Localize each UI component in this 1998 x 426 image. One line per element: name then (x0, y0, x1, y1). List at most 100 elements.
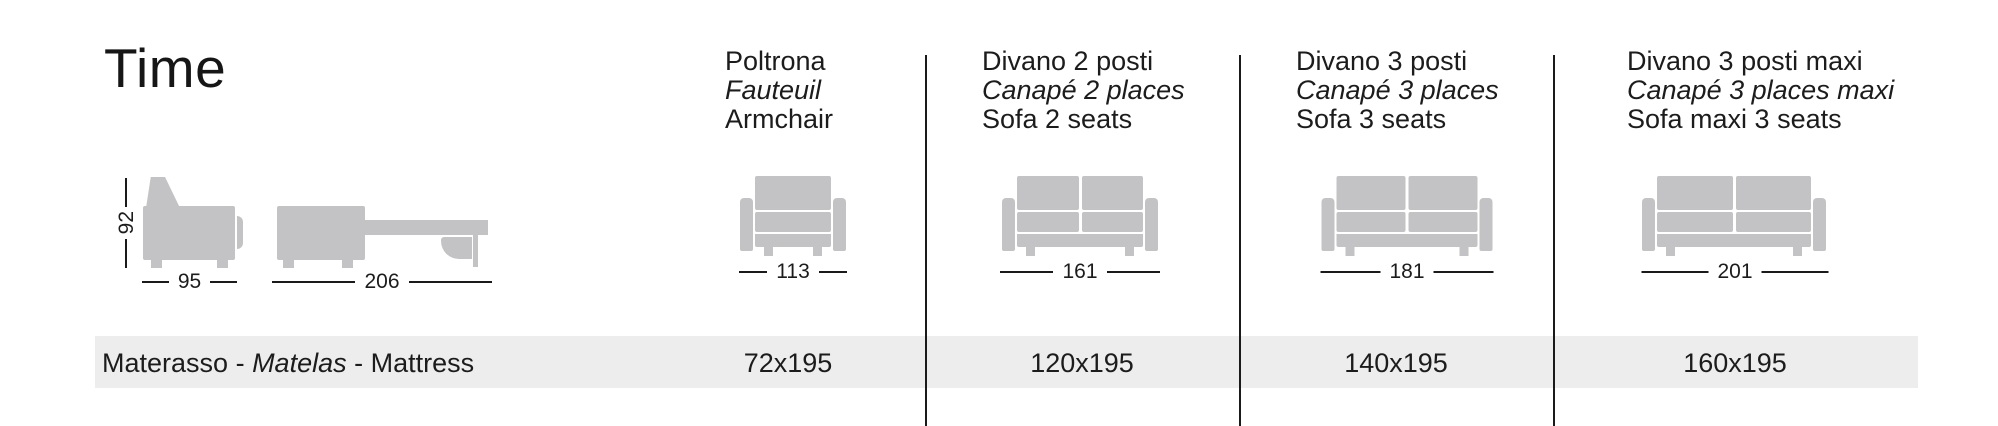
width-dimension-sofa-3-seats: 181 (1320, 260, 1494, 283)
column-header-armchair: Poltrona Fauteuil Armchair (725, 47, 833, 134)
mattress-label-french: Matelas (252, 348, 347, 378)
width-dimension-armchair: 113 (739, 260, 848, 283)
mattress-label-english: Mattress (370, 348, 475, 378)
foot-shape (151, 260, 162, 268)
name-french: Canapé 3 places maxi (1627, 75, 1895, 105)
dimension-line (142, 281, 169, 283)
depth-value: 206 (364, 270, 400, 293)
dimension-line (125, 178, 127, 208)
arm-shape (1002, 198, 1015, 251)
width-value: 113 (776, 260, 810, 283)
foot-shape (1345, 247, 1355, 256)
dimension-line (739, 271, 768, 273)
arm-shape (1479, 198, 1493, 251)
foot-shape (217, 260, 228, 268)
name-english: Sofa 3 seats (1296, 104, 1447, 134)
back-cushion-shape (755, 176, 831, 210)
seat-cushion-shape (1657, 212, 1733, 232)
mattress-size-armchair: 72x195 (743, 348, 833, 378)
name-french: Canapé 3 places (1296, 75, 1499, 105)
sofa-3-maxi-front-icon (1642, 176, 1826, 256)
column-divider-2 (1239, 55, 1241, 426)
back-cushion-shape (1408, 176, 1478, 210)
separator: - (228, 348, 253, 378)
armchair-front-icon (740, 176, 846, 256)
seat-cushion-shape (1408, 212, 1478, 232)
depth-value: 95 (177, 270, 202, 293)
name-english: Armchair (725, 104, 834, 134)
back-cushion-shape (1081, 176, 1143, 210)
name-italian: Poltrona (725, 46, 826, 76)
column-divider-3 (1553, 55, 1555, 426)
dimension-line (272, 281, 356, 283)
mattress-size-sofa-2-seats: 120x195 (1030, 348, 1134, 378)
backrest-shape (146, 177, 180, 208)
base-shape (1657, 234, 1811, 247)
name-italian: Divano 3 posti maxi (1627, 46, 1863, 76)
bed-support-shape (441, 237, 472, 259)
dimension-line (1106, 271, 1161, 273)
seat-cushion-shape (1336, 212, 1406, 232)
foot-shape (1793, 247, 1802, 256)
cushion-edge-shape (237, 216, 243, 249)
dimension-line (1000, 271, 1054, 273)
foot-shape (342, 260, 353, 268)
body-shape (143, 206, 235, 260)
foot-shape (764, 247, 773, 256)
mattress-size-sofa-3-maxi: 160x195 (1683, 348, 1787, 378)
foot-shape (1459, 247, 1469, 256)
page-title: Time (104, 37, 227, 99)
seat-cushion-shape (1735, 212, 1811, 232)
column-header-sofa-3-maxi: Divano 3 posti maxi Canapé 3 places maxi… (1627, 47, 1894, 134)
dimension-line (210, 281, 238, 283)
arm-shape (833, 198, 846, 251)
sofa-2-seats-front-icon (1002, 176, 1158, 256)
mattress-size-sofa-3-seats: 140x195 (1344, 348, 1448, 378)
dimension-line (1433, 271, 1494, 273)
dimension-line (1761, 271, 1829, 273)
base-shape (1017, 234, 1143, 247)
seat-cushion-shape (1081, 212, 1143, 232)
column-header-sofa-2-seats: Divano 2 posti Canapé 2 places Sofa 2 se… (982, 47, 1185, 134)
name-italian: Divano 3 posti (1296, 46, 1468, 76)
body-shape (277, 206, 365, 260)
name-english: Sofa 2 seats (982, 104, 1133, 134)
mattress-row-band (95, 336, 1918, 388)
bed-platform-shape (365, 220, 488, 235)
foot-shape (1666, 247, 1675, 256)
dimension-line (818, 271, 848, 273)
arm-shape (1321, 198, 1335, 251)
width-dimension-sofa-2-seats: 161 (1000, 260, 1161, 283)
seat-cushion-shape (1017, 212, 1079, 232)
depth-dimension-closed: 95 (142, 270, 238, 293)
bed-leg-shape (473, 235, 478, 267)
back-cushion-shape (1017, 176, 1079, 210)
back-cushion-shape (1657, 176, 1733, 210)
mattress-row-label: Materasso - Matelas - Mattress (102, 336, 474, 388)
dimension-line (1320, 271, 1381, 273)
name-italian: Divano 2 posti (982, 46, 1154, 76)
back-cushion-shape (1336, 176, 1406, 210)
width-value: 161 (1062, 260, 1098, 283)
separator: - (346, 348, 371, 378)
seat-cushion-shape (755, 212, 831, 232)
foot-shape (1125, 247, 1134, 256)
dimension-line (1641, 271, 1709, 273)
foot-shape (1026, 247, 1035, 256)
width-value: 201 (1717, 260, 1753, 283)
width-value: 181 (1389, 260, 1425, 283)
base-shape (1336, 234, 1478, 247)
name-english: Sofa maxi 3 seats (1627, 104, 1842, 134)
back-cushion-shape (1735, 176, 1811, 210)
depth-dimension-open: 206 (272, 270, 493, 293)
height-value: 92 (114, 211, 138, 235)
dimension-line (125, 238, 127, 269)
base-shape (755, 234, 831, 247)
name-french: Canapé 2 places (982, 75, 1185, 105)
arm-shape (740, 198, 753, 251)
column-header-sofa-3-seats: Divano 3 posti Canapé 3 places Sofa 3 se… (1296, 47, 1499, 134)
foot-shape (813, 247, 822, 256)
mattress-label-italian: Materasso (102, 348, 229, 378)
arm-shape (1145, 198, 1158, 251)
